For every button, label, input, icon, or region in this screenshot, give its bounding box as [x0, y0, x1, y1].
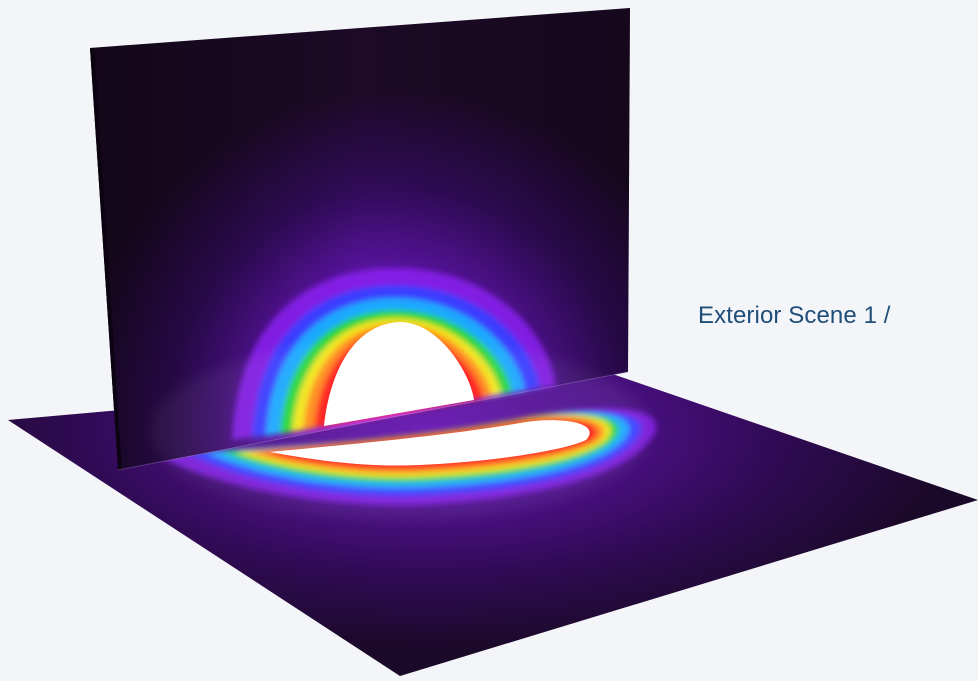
- scene-label: Exterior Scene 1 /: [698, 302, 891, 329]
